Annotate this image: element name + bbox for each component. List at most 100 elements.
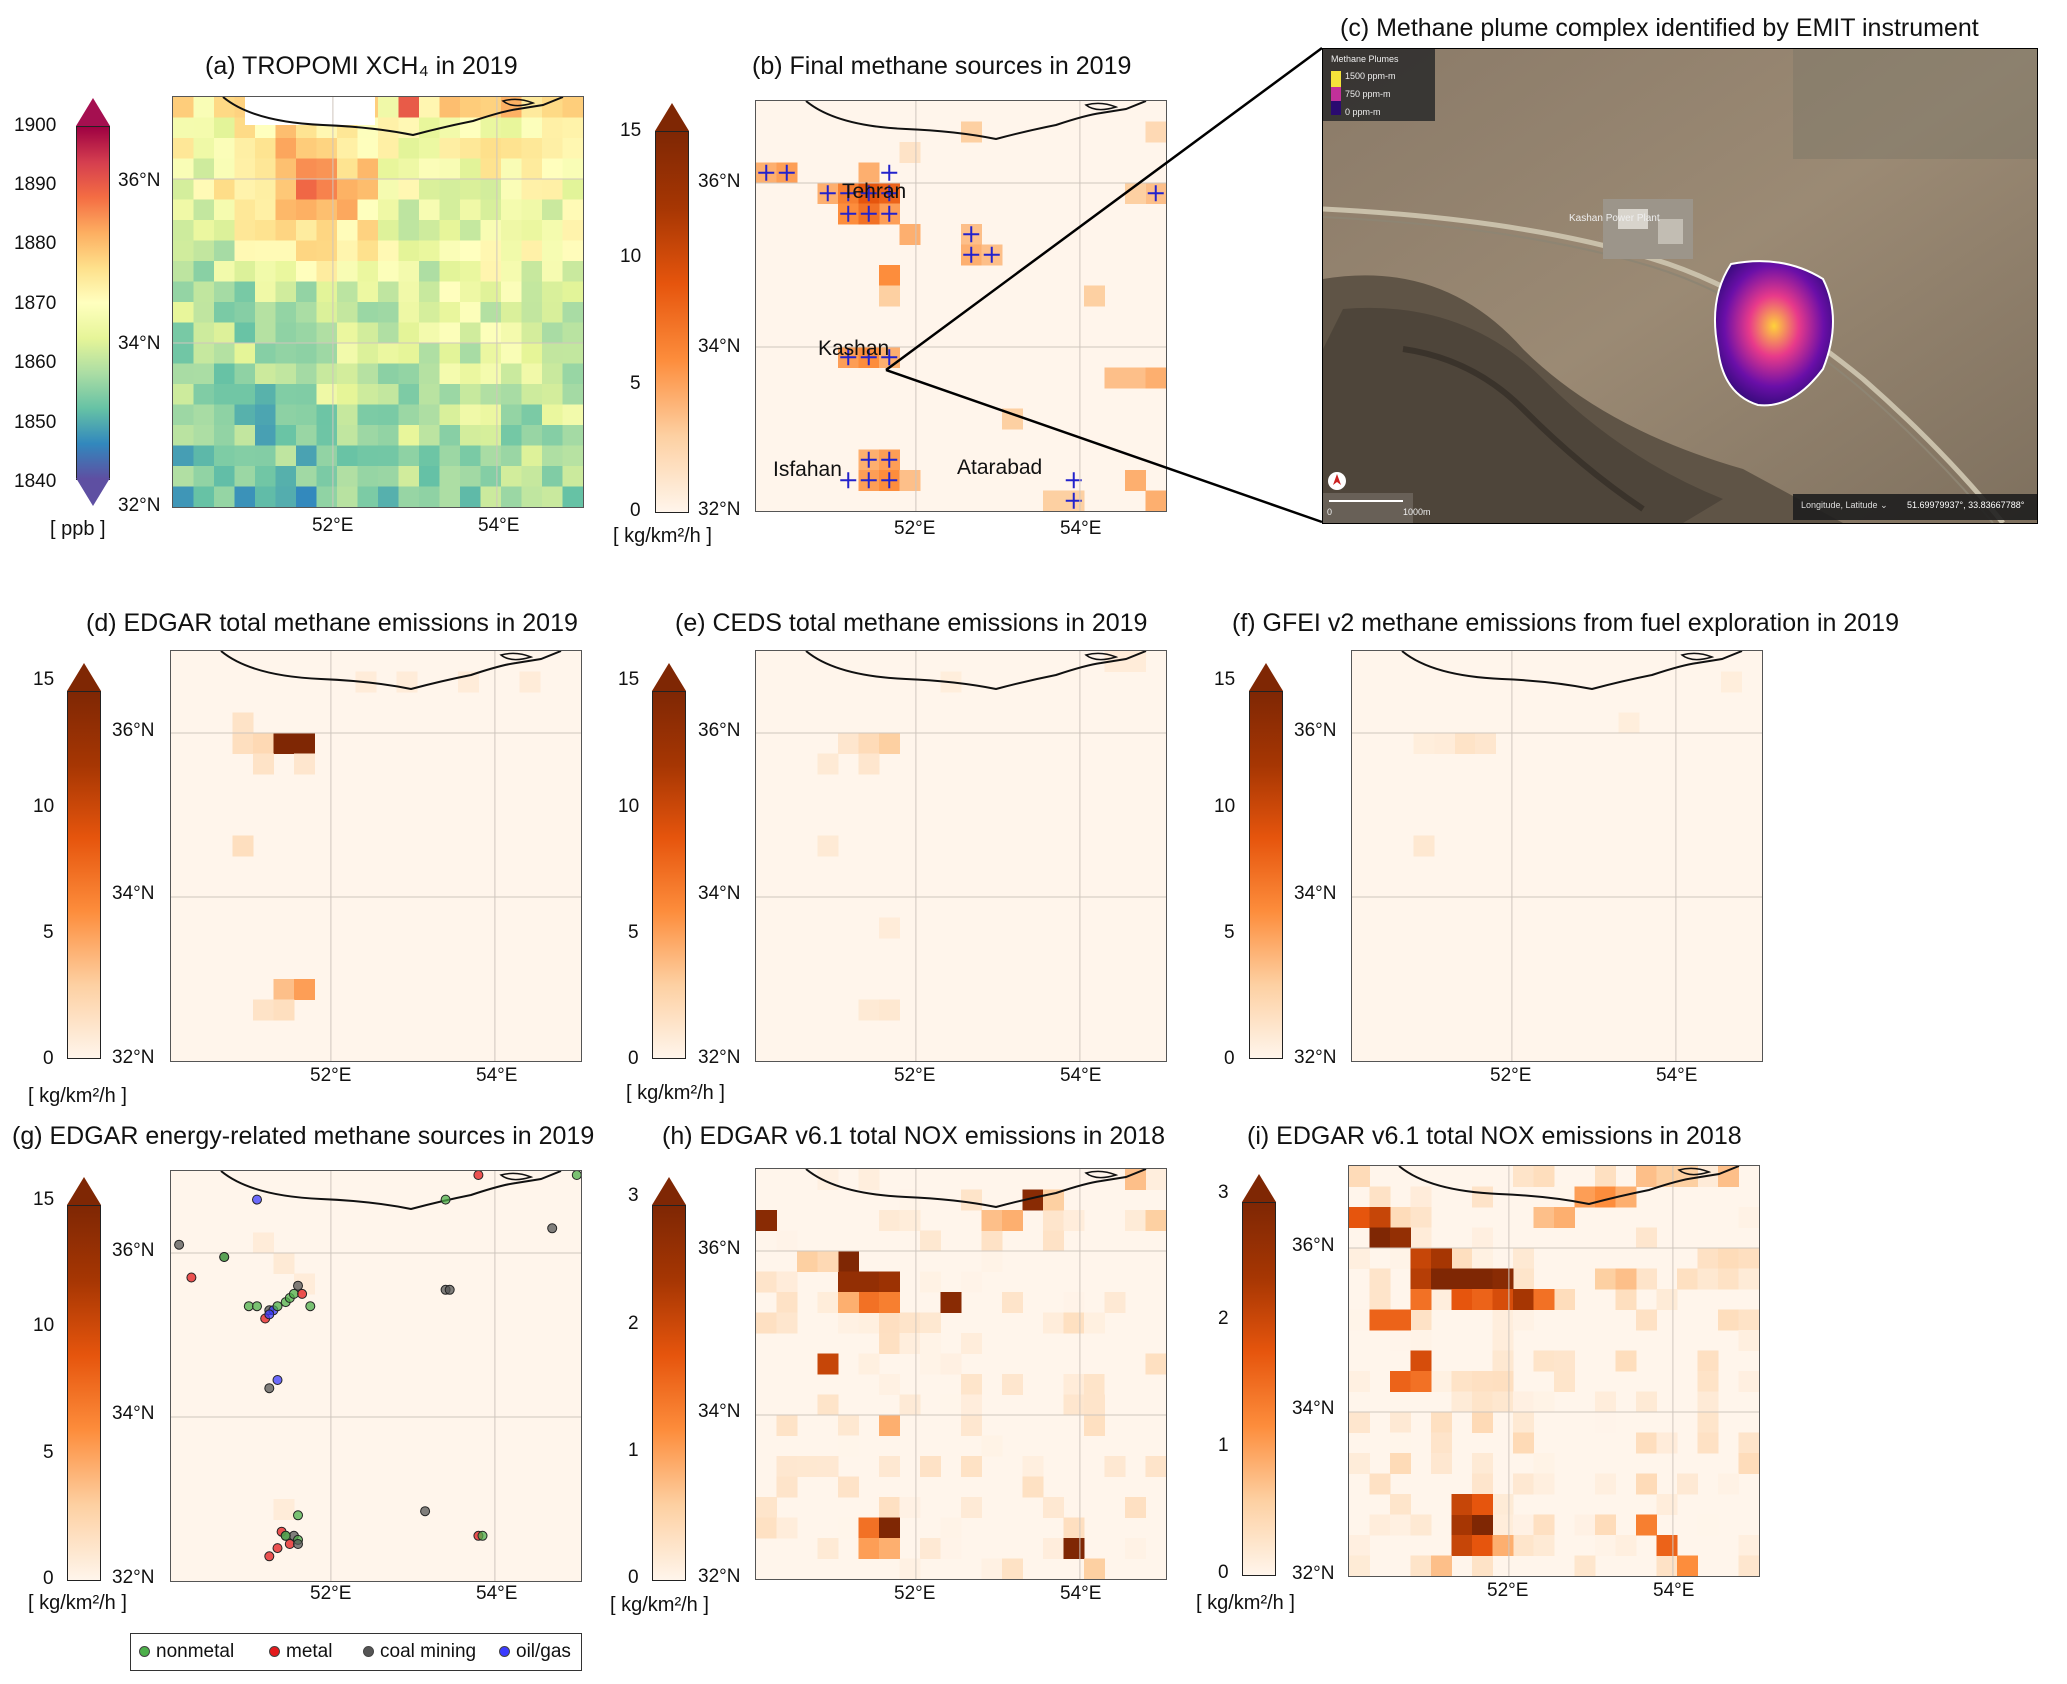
grid-cell [1145,1169,1166,1190]
grid-cell [981,1210,1003,1231]
grid-cell [1615,1268,1637,1290]
lon-tick: 54°E [476,1065,518,1086]
grid-cell [879,1374,900,1395]
legend-label: coal mining [380,1641,477,1662]
grid-cell [234,322,256,344]
grid-cell [193,486,215,507]
grid-cell [480,220,502,241]
grid-cell [337,261,358,282]
grid-cell [234,486,256,507]
grid-cell [521,425,543,446]
grid-cell [439,404,461,426]
grid-cell [173,261,194,282]
grid-cell [275,138,297,159]
grid-cell [296,384,317,405]
grid-cell [1390,1514,1411,1536]
cbar-g-unit: [ kg/km²/h ] [28,1592,127,1614]
grid-cell [214,240,235,262]
grid-cell [398,220,420,241]
map-d [170,650,582,1062]
grid-cell [776,1312,798,1334]
grid-cell [1718,1268,1739,1290]
colorbar-b-max-triangle [655,103,689,131]
grid-cell [232,835,254,857]
grid-cell [378,486,399,507]
grid-cell [1618,712,1640,734]
grid-cell [756,1312,777,1334]
grid-cell [1043,1497,1064,1518]
grid-cell [234,363,256,385]
grid-cell [255,199,276,221]
panel-a-title: (a) TROPOMI XCH₄ in 2019 [205,52,518,80]
grid-cell [1410,1227,1432,1249]
map-f [1351,650,1763,1062]
map-h-svg [756,1169,1166,1579]
grid-cell [879,1333,900,1354]
colorbar-h-max-triangle [652,1177,686,1205]
grid-cell [521,343,543,364]
caspian-coastline [805,101,1147,141]
lat-tick: 32°N [112,1047,155,1068]
grid-cell [961,1374,982,1395]
grid-cell [296,220,317,241]
grid-cell [296,363,317,385]
grid-cell [316,138,338,159]
grid-cell [1451,1289,1473,1310]
cbar-b-unit: [ kg/km²/h ] [613,525,712,547]
grid-cell [776,1292,798,1313]
cbar-a-tick: 1850 [14,412,57,433]
grid-cell [419,199,440,221]
grid-cell [275,343,297,364]
grid-cell [398,404,420,426]
grid-cell [1349,1412,1370,1433]
cbar-b-tick: 0 [630,500,641,521]
scale-bar-right: 1000m [1403,507,1431,517]
grid-cell [316,404,338,426]
cbar-f-tick: 10 [1214,796,1236,817]
grid-cell [1697,1268,1719,1290]
grid-cell [1472,1453,1493,1474]
grid-cell [460,384,481,405]
grid-cell [879,1210,900,1231]
grid-cell [1431,1555,1452,1576]
cbar-a-tick: 1900 [14,115,57,136]
grid-cell [357,199,379,221]
grid-cell [858,1169,880,1190]
grid-cell [316,220,338,241]
grid-cell [398,322,420,344]
colorbar-g-max-triangle [67,1177,101,1205]
grid-cell [275,404,297,426]
grid-cell [1369,1514,1391,1536]
grid-cell [542,199,563,221]
grid-cell [940,1353,962,1375]
grid-cell [1533,1391,1555,1413]
grid-cell [899,1312,921,1334]
grid-cell [1431,1412,1452,1433]
grid-cell [193,261,215,282]
grid-cell [1595,1412,1616,1433]
grid-cell [1349,1207,1370,1228]
grid-cell [981,1230,1003,1252]
grid-cell [562,281,583,303]
grid-cell [879,265,900,286]
grid-cell [419,117,440,139]
grid-cell [501,466,522,487]
panel-f-title: (f) GFEI v2 methane emissions from fuel … [1232,609,1899,637]
source-point [297,1288,308,1299]
source-point [243,1301,254,1312]
grid-cell [480,199,502,221]
grid-cell [480,302,502,323]
cbar-a-tick: 1880 [14,233,57,254]
cbar-a-tick: 1890 [14,174,57,195]
grid-cell [961,121,982,143]
grid-cell [1513,1412,1534,1433]
grid-cell [460,240,481,262]
grid-cell [439,445,461,467]
coord-value: 51.69979937°, 33.83667788° [1907,500,2025,510]
grid-cell [1513,1535,1534,1556]
grid-cell [439,117,461,139]
grid-cell [378,445,399,467]
grid-cell [214,138,235,159]
grid-cell [1721,671,1742,693]
grid-cell [173,220,194,241]
